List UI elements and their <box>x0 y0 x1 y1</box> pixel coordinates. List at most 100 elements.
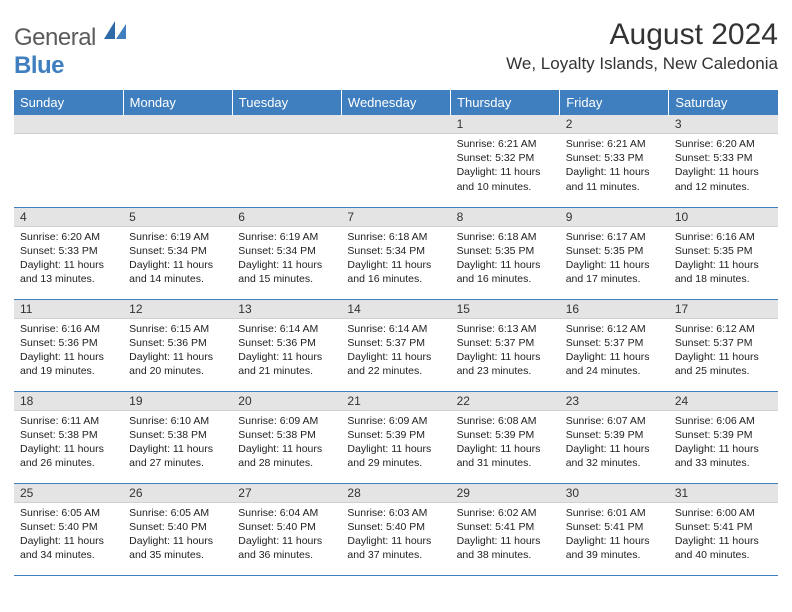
brand-word-general: General <box>14 24 96 51</box>
day-number: 2 <box>560 115 669 134</box>
calendar-body: 1Sunrise: 6:21 AMSunset: 5:32 PMDaylight… <box>14 115 778 575</box>
day-number: 29 <box>451 484 560 503</box>
day-number: 13 <box>232 300 341 319</box>
day-detail: Sunrise: 6:19 AMSunset: 5:34 PMDaylight:… <box>123 227 232 291</box>
day-detail: Sunrise: 6:03 AMSunset: 5:40 PMDaylight:… <box>341 503 450 567</box>
calendar-cell: 7Sunrise: 6:18 AMSunset: 5:34 PMDaylight… <box>341 207 450 299</box>
calendar-cell <box>123 115 232 207</box>
day-number <box>14 115 123 134</box>
calendar-cell: 25Sunrise: 6:05 AMSunset: 5:40 PMDayligh… <box>14 483 123 575</box>
day-detail: Sunrise: 6:12 AMSunset: 5:37 PMDaylight:… <box>560 319 669 383</box>
calendar-cell: 5Sunrise: 6:19 AMSunset: 5:34 PMDaylight… <box>123 207 232 299</box>
calendar-cell: 18Sunrise: 6:11 AMSunset: 5:38 PMDayligh… <box>14 391 123 483</box>
day-detail: Sunrise: 6:14 AMSunset: 5:36 PMDaylight:… <box>232 319 341 383</box>
day-detail: Sunrise: 6:05 AMSunset: 5:40 PMDaylight:… <box>123 503 232 567</box>
month-title: August 2024 <box>506 18 778 52</box>
day-detail: Sunrise: 6:14 AMSunset: 5:37 PMDaylight:… <box>341 319 450 383</box>
day-number: 11 <box>14 300 123 319</box>
day-detail: Sunrise: 6:19 AMSunset: 5:34 PMDaylight:… <box>232 227 341 291</box>
calendar-cell: 20Sunrise: 6:09 AMSunset: 5:38 PMDayligh… <box>232 391 341 483</box>
day-detail: Sunrise: 6:05 AMSunset: 5:40 PMDaylight:… <box>14 503 123 567</box>
calendar-cell: 15Sunrise: 6:13 AMSunset: 5:37 PMDayligh… <box>451 299 560 391</box>
day-number: 23 <box>560 392 669 411</box>
calendar-cell: 24Sunrise: 6:06 AMSunset: 5:39 PMDayligh… <box>669 391 778 483</box>
day-detail <box>341 134 450 141</box>
day-detail: Sunrise: 6:15 AMSunset: 5:36 PMDaylight:… <box>123 319 232 383</box>
day-number: 27 <box>232 484 341 503</box>
calendar-week-row: 25Sunrise: 6:05 AMSunset: 5:40 PMDayligh… <box>14 483 778 575</box>
day-detail: Sunrise: 6:17 AMSunset: 5:35 PMDaylight:… <box>560 227 669 291</box>
day-detail: Sunrise: 6:04 AMSunset: 5:40 PMDaylight:… <box>232 503 341 567</box>
day-detail <box>123 134 232 141</box>
logo-sail-icon <box>104 21 126 39</box>
day-number: 15 <box>451 300 560 319</box>
day-number: 17 <box>669 300 778 319</box>
day-number: 8 <box>451 208 560 227</box>
day-number: 12 <box>123 300 232 319</box>
calendar-table: SundayMondayTuesdayWednesdayThursdayFrid… <box>14 90 778 576</box>
calendar-cell: 26Sunrise: 6:05 AMSunset: 5:40 PMDayligh… <box>123 483 232 575</box>
day-number: 26 <box>123 484 232 503</box>
calendar-cell <box>341 115 450 207</box>
dayname-header: Sunday <box>14 90 123 115</box>
day-detail: Sunrise: 6:21 AMSunset: 5:33 PMDaylight:… <box>560 134 669 198</box>
day-number: 10 <box>669 208 778 227</box>
calendar-cell <box>14 115 123 207</box>
dayname-header: Thursday <box>451 90 560 115</box>
day-detail: Sunrise: 6:13 AMSunset: 5:37 PMDaylight:… <box>451 319 560 383</box>
dayname-header: Wednesday <box>341 90 450 115</box>
day-detail <box>14 134 123 141</box>
title-block: August 2024 We, Loyalty Islands, New Cal… <box>506 18 778 74</box>
day-detail: Sunrise: 6:16 AMSunset: 5:36 PMDaylight:… <box>14 319 123 383</box>
day-detail: Sunrise: 6:00 AMSunset: 5:41 PMDaylight:… <box>669 503 778 567</box>
day-detail: Sunrise: 6:20 AMSunset: 5:33 PMDaylight:… <box>14 227 123 291</box>
day-detail: Sunrise: 6:06 AMSunset: 5:39 PMDaylight:… <box>669 411 778 475</box>
calendar-cell: 17Sunrise: 6:12 AMSunset: 5:37 PMDayligh… <box>669 299 778 391</box>
day-detail: Sunrise: 6:11 AMSunset: 5:38 PMDaylight:… <box>14 411 123 475</box>
calendar-cell: 9Sunrise: 6:17 AMSunset: 5:35 PMDaylight… <box>560 207 669 299</box>
day-number: 21 <box>341 392 450 411</box>
calendar-cell: 1Sunrise: 6:21 AMSunset: 5:32 PMDaylight… <box>451 115 560 207</box>
day-number: 28 <box>341 484 450 503</box>
day-number <box>232 115 341 134</box>
day-detail: Sunrise: 6:12 AMSunset: 5:37 PMDaylight:… <box>669 319 778 383</box>
calendar-cell: 13Sunrise: 6:14 AMSunset: 5:36 PMDayligh… <box>232 299 341 391</box>
dayname-header: Friday <box>560 90 669 115</box>
day-detail: Sunrise: 6:18 AMSunset: 5:35 PMDaylight:… <box>451 227 560 291</box>
calendar-cell: 21Sunrise: 6:09 AMSunset: 5:39 PMDayligh… <box>341 391 450 483</box>
day-detail: Sunrise: 6:09 AMSunset: 5:39 PMDaylight:… <box>341 411 450 475</box>
brand-logo: General Blue <box>14 18 126 80</box>
day-number: 14 <box>341 300 450 319</box>
day-number: 31 <box>669 484 778 503</box>
day-detail: Sunrise: 6:01 AMSunset: 5:41 PMDaylight:… <box>560 503 669 567</box>
calendar-cell: 3Sunrise: 6:20 AMSunset: 5:33 PMDaylight… <box>669 115 778 207</box>
day-number: 22 <box>451 392 560 411</box>
day-detail: Sunrise: 6:10 AMSunset: 5:38 PMDaylight:… <box>123 411 232 475</box>
calendar-week-row: 18Sunrise: 6:11 AMSunset: 5:38 PMDayligh… <box>14 391 778 483</box>
calendar-cell: 31Sunrise: 6:00 AMSunset: 5:41 PMDayligh… <box>669 483 778 575</box>
calendar-cell: 29Sunrise: 6:02 AMSunset: 5:41 PMDayligh… <box>451 483 560 575</box>
calendar-cell: 28Sunrise: 6:03 AMSunset: 5:40 PMDayligh… <box>341 483 450 575</box>
day-number: 19 <box>123 392 232 411</box>
calendar-cell: 14Sunrise: 6:14 AMSunset: 5:37 PMDayligh… <box>341 299 450 391</box>
calendar-cell: 23Sunrise: 6:07 AMSunset: 5:39 PMDayligh… <box>560 391 669 483</box>
day-detail: Sunrise: 6:16 AMSunset: 5:35 PMDaylight:… <box>669 227 778 291</box>
calendar-cell: 10Sunrise: 6:16 AMSunset: 5:35 PMDayligh… <box>669 207 778 299</box>
location-subtitle: We, Loyalty Islands, New Caledonia <box>506 54 778 74</box>
calendar-week-row: 1Sunrise: 6:21 AMSunset: 5:32 PMDaylight… <box>14 115 778 207</box>
day-number: 4 <box>14 208 123 227</box>
brand-word-blue: Blue <box>14 52 64 79</box>
day-detail <box>232 134 341 141</box>
day-number: 16 <box>560 300 669 319</box>
calendar-cell: 30Sunrise: 6:01 AMSunset: 5:41 PMDayligh… <box>560 483 669 575</box>
calendar-cell: 2Sunrise: 6:21 AMSunset: 5:33 PMDaylight… <box>560 115 669 207</box>
day-number: 5 <box>123 208 232 227</box>
day-detail: Sunrise: 6:09 AMSunset: 5:38 PMDaylight:… <box>232 411 341 475</box>
calendar-cell: 16Sunrise: 6:12 AMSunset: 5:37 PMDayligh… <box>560 299 669 391</box>
calendar-header-row: SundayMondayTuesdayWednesdayThursdayFrid… <box>14 90 778 115</box>
day-number: 6 <box>232 208 341 227</box>
day-detail: Sunrise: 6:08 AMSunset: 5:39 PMDaylight:… <box>451 411 560 475</box>
calendar-cell: 6Sunrise: 6:19 AMSunset: 5:34 PMDaylight… <box>232 207 341 299</box>
day-detail: Sunrise: 6:21 AMSunset: 5:32 PMDaylight:… <box>451 134 560 198</box>
day-number: 1 <box>451 115 560 134</box>
